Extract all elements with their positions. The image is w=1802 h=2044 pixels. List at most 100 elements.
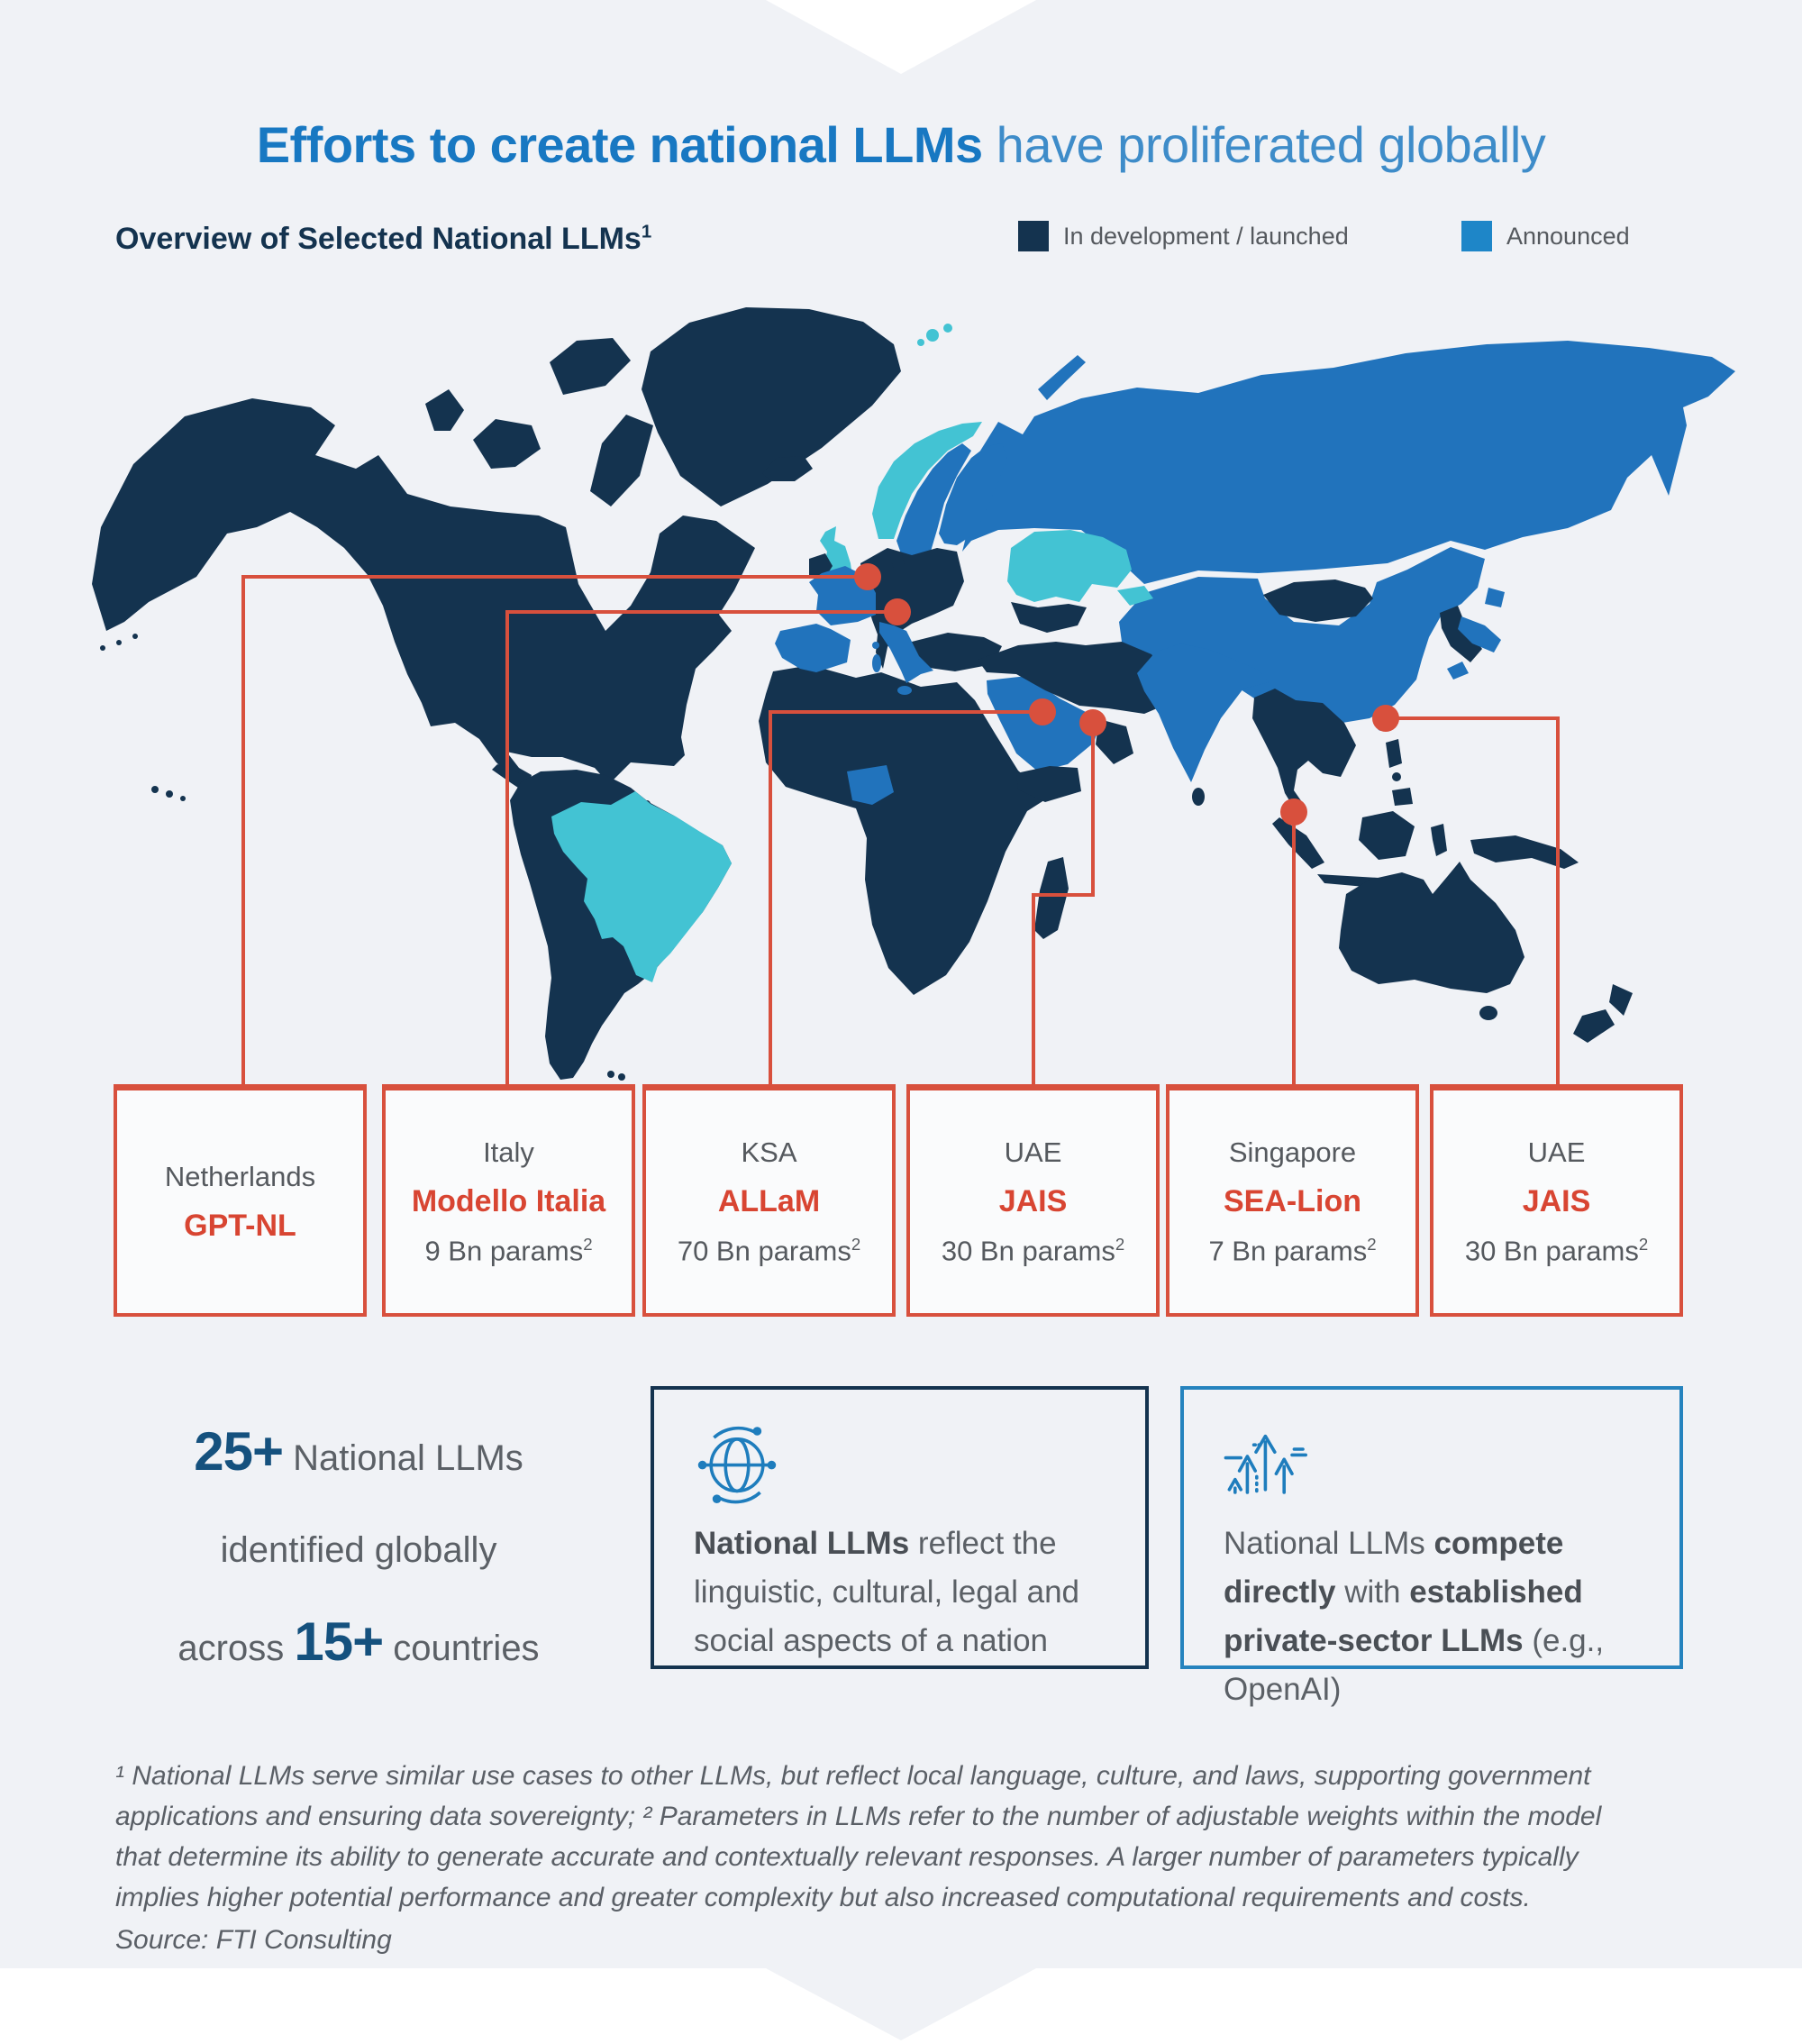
map-region-new-zealand-north	[1609, 984, 1633, 1016]
map-region-kyushu	[1447, 662, 1469, 680]
map-hawaii-dot	[151, 786, 159, 793]
callout-params: 9 Bn params2	[424, 1234, 593, 1267]
source-line: Source: FTI Consulting	[115, 1925, 392, 1955]
map-region-north-america	[92, 398, 755, 788]
stats-line-2: identified globally	[220, 1530, 497, 1570]
map-hawaii-dot-2	[166, 790, 173, 798]
map-region-svalbard	[926, 329, 939, 342]
map-region-oman	[1096, 719, 1133, 764]
rising-arrows-icon	[1224, 1434, 1307, 1496]
map-region-nigeria	[847, 765, 894, 805]
map-region-africa	[759, 665, 1067, 995]
map-region-spain-portugal	[775, 624, 851, 672]
info-card-national-llms: National LLMs reflect the linguistic, cu…	[651, 1386, 1149, 1669]
map-markers	[854, 563, 1399, 826]
map-aleutian-dot	[132, 634, 138, 639]
marker-netherlands	[854, 563, 881, 590]
footnote-text: ¹ National LLMs serve similar use cases …	[115, 1761, 1602, 1912]
map-region-novaya-zemlya	[1038, 355, 1086, 400]
map-region-philippines-luzon	[1386, 739, 1402, 768]
callout-model: SEA-Lion	[1224, 1183, 1361, 1218]
map-region-india	[1137, 643, 1269, 782]
marker-singapore	[1280, 798, 1307, 826]
callout-params: 7 Bn params2	[1208, 1234, 1377, 1267]
callout-model: Modello Italia	[411, 1183, 606, 1218]
connector-uae	[1032, 723, 1095, 1084]
map-region-denmark	[890, 552, 905, 570]
map-region-victoria-island	[473, 419, 541, 469]
callout-country: KSA	[741, 1136, 797, 1168]
info-card-competition: National LLMs compete directly with esta…	[1180, 1386, 1683, 1707]
callout-model: JAIS	[1522, 1183, 1591, 1218]
callout-box-ksa: KSA ALLaM 70 Bn params2	[642, 1084, 896, 1317]
map-region-china	[1119, 547, 1485, 725]
callout-params: 30 Bn params2	[1464, 1234, 1649, 1267]
bottom-chevron-decoration	[766, 1968, 1036, 2040]
connector-ksa	[769, 710, 1042, 1084]
global-stats: 25+ National LLMs identified globally ac…	[115, 1406, 602, 1694]
legend-item-in-development: In development / launched	[1018, 221, 1349, 251]
map-region-sweden	[896, 443, 971, 566]
callout-box-uae: UAE JAIS 30 Bn params2	[906, 1084, 1160, 1317]
marker-italy	[884, 598, 911, 625]
callout-model: JAIS	[998, 1183, 1068, 1218]
map-region-svalbard-2	[943, 324, 952, 333]
map-region-iran-iraq-pakistan	[978, 642, 1174, 714]
map-layer-in-development-base	[92, 307, 1067, 1081]
marker-uae-asia	[1372, 705, 1399, 732]
callout-country: Singapore	[1228, 1136, 1357, 1168]
legend-label-announced: Announced	[1506, 222, 1630, 250]
globe-icon	[697, 1426, 777, 1504]
callout-box-netherlands: Netherlands GPT-NL	[114, 1084, 367, 1317]
map-region-sicily	[897, 686, 912, 695]
map-region-greenland	[642, 307, 901, 506]
map-region-southeast-asia	[1252, 689, 1356, 814]
map-region-svalbard-3	[917, 339, 924, 346]
map-region-banks-island	[425, 389, 464, 431]
map-region-russia	[962, 341, 1735, 584]
map-region-new-guinea	[1470, 835, 1579, 869]
map-region-falklands-2	[618, 1073, 625, 1081]
callout-params: 70 Bn params2	[677, 1234, 861, 1267]
info-card-text: National LLMs compete directly with esta…	[1224, 1526, 1605, 1707]
map-layer-announced-base	[896, 341, 1735, 771]
callout-box-italy: Italy Modello Italia 9 Bn params2	[382, 1084, 635, 1317]
map-region-italy	[879, 622, 933, 683]
map-region-norway	[872, 422, 982, 539]
map-region-sumatra	[1272, 817, 1324, 869]
connector-uae-asia	[1386, 716, 1560, 1084]
stats-line-3: across 15+ countries	[177, 1611, 540, 1672]
top-notch-decoration	[766, 0, 1036, 74]
map-region-borneo	[1359, 811, 1415, 860]
footnotes: ¹ National LLMs serve similar use cases …	[115, 1756, 1602, 1960]
map-region-iceland	[762, 456, 813, 481]
map-region-kyrgyzstan	[1117, 586, 1153, 606]
map-region-ellesmere	[550, 338, 631, 395]
callout-country: Netherlands	[164, 1160, 316, 1192]
map-region-hokkaido	[1485, 588, 1505, 607]
map-region-brazil	[551, 791, 732, 982]
map-aleutian-dot-2	[116, 640, 122, 645]
legend-item-announced: Announced	[1461, 221, 1630, 251]
page-title: Efforts to create national LLMs have pro…	[0, 115, 1802, 174]
map-region-finland	[939, 443, 1007, 545]
marker-ksa	[1029, 698, 1056, 725]
map-region-australia	[1339, 862, 1524, 993]
map-region-central-asia	[1011, 602, 1087, 633]
map-region-sulawesi	[1431, 824, 1447, 856]
map-region-honshu	[1458, 616, 1501, 652]
legend-swatch-announced	[1461, 221, 1492, 251]
callout-country: UAE	[1527, 1136, 1586, 1168]
marker-uae	[1079, 709, 1106, 736]
map-region-korea	[1440, 606, 1482, 662]
legend-swatch-dev	[1018, 221, 1049, 251]
info-card-text: National LLMs reflect the linguistic, cu…	[694, 1526, 1080, 1658]
legend-label-dev: In development / launched	[1063, 222, 1349, 250]
footnote-ref-1: 1	[641, 222, 652, 242]
callout-params: 30 Bn params2	[941, 1234, 1125, 1267]
map-region-sardinia	[872, 654, 881, 672]
map-hawaii-dot-3	[180, 796, 186, 801]
map-region-corsica	[872, 642, 879, 649]
